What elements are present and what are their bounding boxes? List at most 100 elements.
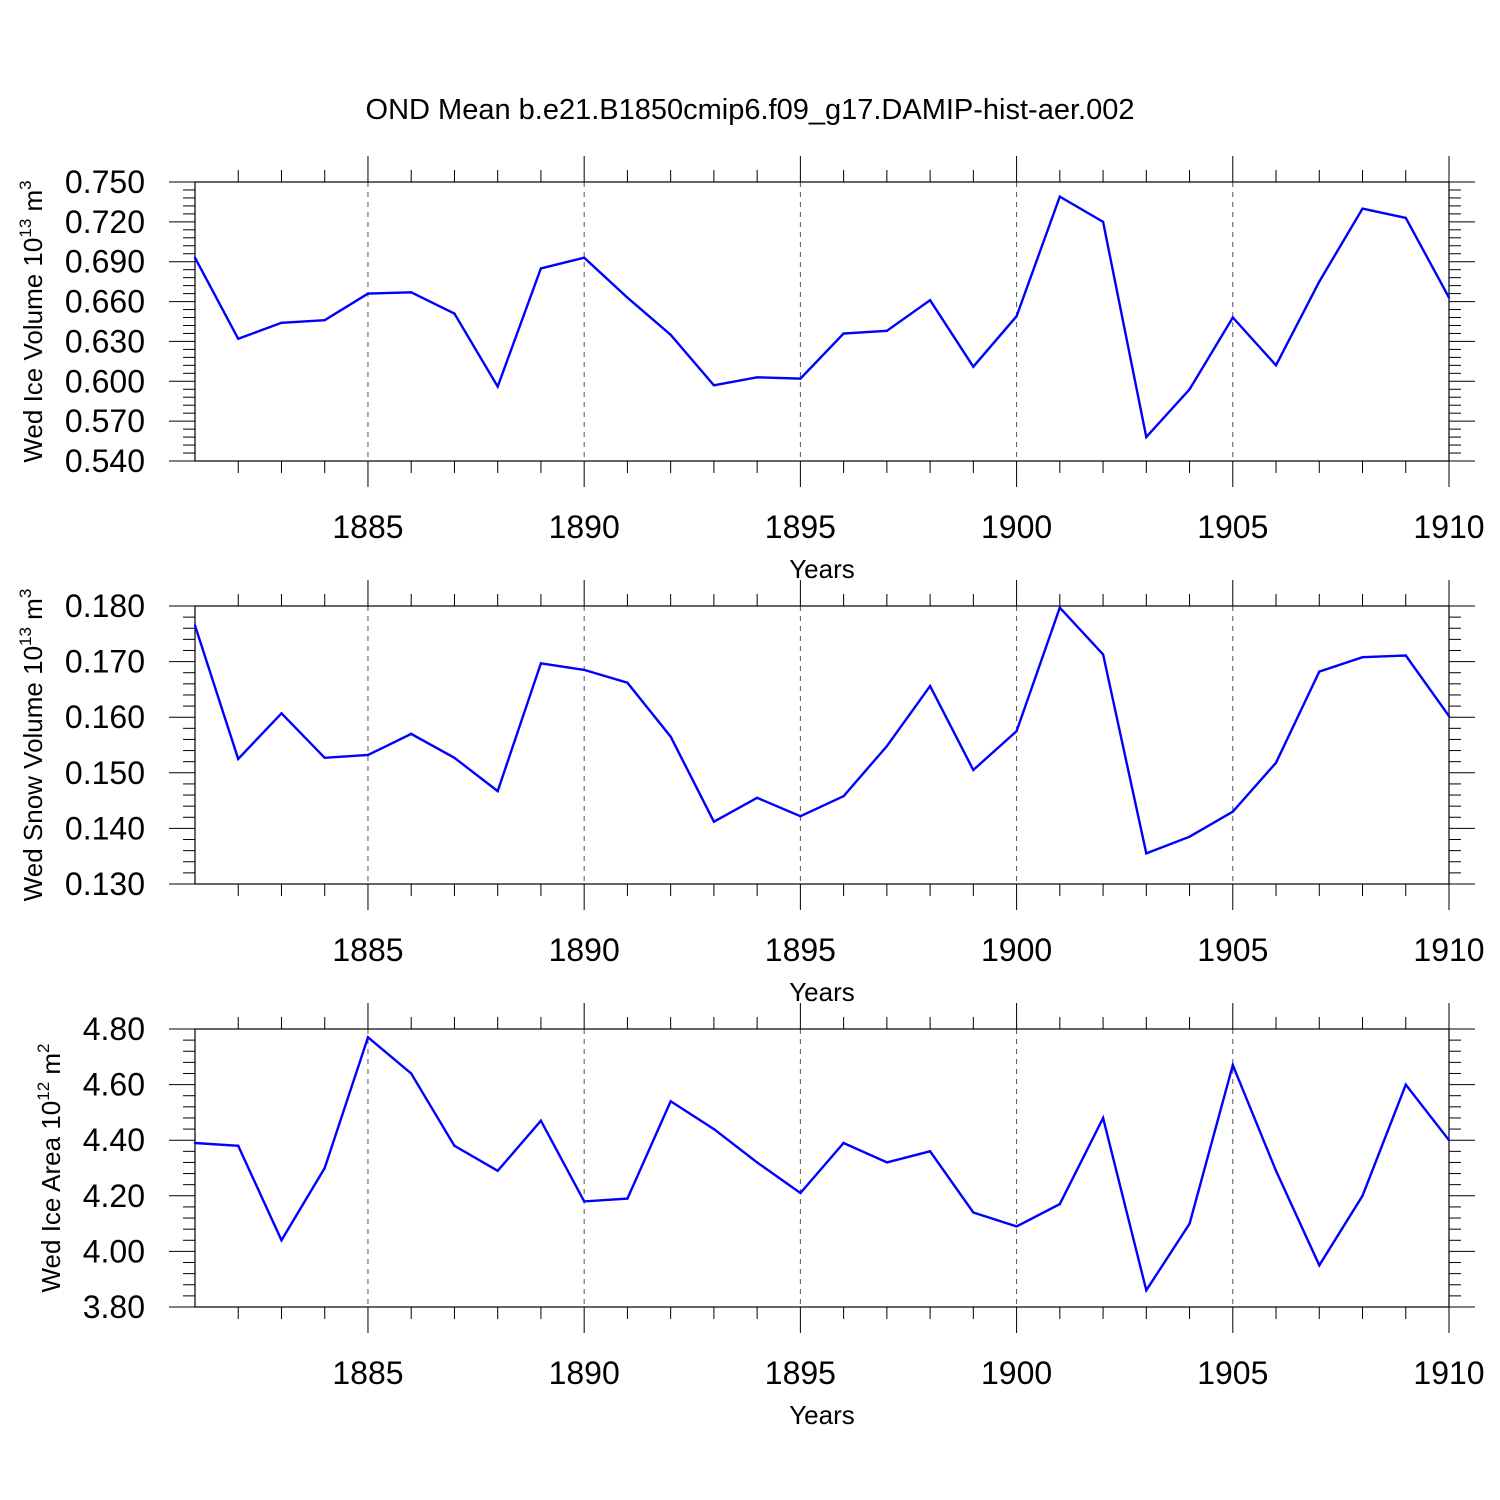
- data-point: [366, 1036, 370, 1039]
- y-tick-label: 0.150: [65, 755, 145, 791]
- data-point: [755, 376, 759, 379]
- y-tick-label: 4.40: [83, 1122, 145, 1158]
- data-point: [928, 299, 932, 302]
- data-point: [1231, 810, 1234, 813]
- data-point: [539, 662, 543, 665]
- data-point: [366, 753, 370, 757]
- y-tick-label: 0.180: [65, 588, 145, 624]
- data-point: [972, 1211, 975, 1214]
- x-tick-label: 1895: [765, 932, 836, 968]
- data-point: [1015, 729, 1018, 733]
- data-point: [1188, 1222, 1191, 1225]
- panel-2: 0.130 0.140 0.150 0.160 0.170 0.180 1885 1890 18…: [16, 580, 1485, 1007]
- data-point: [928, 684, 932, 688]
- data-point: [1274, 1169, 1278, 1172]
- data-point: [582, 1200, 586, 1203]
- data-point: [453, 1144, 456, 1147]
- y-tick-label: 0.720: [65, 204, 145, 240]
- data-point: [1058, 195, 1062, 198]
- x-tick-label: 1910: [1413, 932, 1484, 968]
- data-point: [626, 681, 629, 684]
- data-point: [582, 668, 586, 672]
- data-point: [410, 1072, 413, 1075]
- data-point: [842, 794, 845, 798]
- x-tick-label: 1905: [1197, 509, 1268, 545]
- data-point: [1447, 714, 1451, 718]
- data-point: [799, 377, 802, 380]
- x-tick-label: 1890: [549, 509, 620, 545]
- data-point: [539, 267, 543, 270]
- data-point: [1404, 654, 1407, 657]
- x-tick-label: 1910: [1413, 1355, 1484, 1391]
- series-line: [193, 194, 1451, 440]
- series-line: [194, 1035, 1450, 1294]
- data-point: [1145, 852, 1148, 855]
- panel-3: 3.80 4.00 4.20 4.40 4.60 4.80 1885 1890 1895 1900…: [34, 1003, 1485, 1430]
- data-point: [626, 1197, 629, 1200]
- data-point: [1188, 835, 1191, 838]
- data-point: [323, 756, 326, 759]
- y-tick-label: 0.630: [65, 323, 145, 359]
- data-point: [280, 321, 283, 325]
- x-tick-label: 1905: [1197, 1355, 1268, 1391]
- data-point: [1447, 296, 1451, 299]
- y-tick-label: 4.00: [83, 1233, 145, 1269]
- data-point: [799, 814, 802, 818]
- series-line: [193, 605, 1450, 856]
- data-point: [842, 332, 845, 335]
- data-point: [885, 744, 889, 748]
- data-point: [496, 789, 499, 793]
- data-point: [1361, 655, 1364, 659]
- y-tick-label: 0.600: [65, 363, 145, 399]
- data-point: [1274, 761, 1278, 764]
- data-point: [1015, 1225, 1018, 1228]
- plot-frame: [194, 181, 1450, 462]
- data-point: [885, 329, 889, 332]
- plot-frame: [194, 1028, 1450, 1308]
- data-point: [928, 1150, 932, 1153]
- x-axis-title: Years: [789, 554, 855, 584]
- figure-title: OND Mean b.e21.B1850cmip6.f09_g17.DAMIP-…: [366, 94, 1135, 126]
- data-point: [1058, 606, 1062, 609]
- x-tick-label: 1885: [332, 1355, 403, 1391]
- data-point: [799, 1191, 802, 1195]
- data-point: [280, 1239, 283, 1242]
- data-point: [1188, 388, 1191, 391]
- data-point: [842, 1141, 845, 1145]
- data-point: [1145, 1289, 1148, 1292]
- data-point: [1058, 1202, 1062, 1206]
- data-point: [712, 384, 716, 387]
- plot-frame: [194, 605, 1450, 885]
- y-tick-label: 4.80: [83, 1011, 145, 1047]
- data-point: [712, 820, 716, 823]
- data-point: [755, 1161, 759, 1164]
- y-tick-label: 0.160: [65, 699, 145, 735]
- data-point: [1318, 670, 1321, 673]
- y-tick-label: 0.570: [65, 403, 145, 439]
- y-axis-title: Wed Ice Volume 1013 m3: [16, 180, 48, 462]
- x-tick-label: 1910: [1413, 509, 1484, 545]
- x-tick-label: 1895: [765, 1355, 836, 1391]
- data-point: [539, 1119, 543, 1122]
- data-point: [712, 1127, 716, 1131]
- data-point: [1101, 1116, 1105, 1120]
- data-point: [410, 291, 413, 294]
- y-tick-label: 0.540: [65, 443, 145, 479]
- data-point: [496, 1169, 499, 1172]
- data-point: [1361, 207, 1364, 210]
- data-point: [323, 318, 326, 322]
- data-point: [1361, 1194, 1364, 1198]
- y-tick-label: 0.170: [65, 644, 145, 680]
- y-tick-label: 0.750: [65, 164, 145, 200]
- y-axis-title: Wed Ice Area 1012 m2: [34, 1043, 66, 1292]
- data-point: [280, 712, 283, 715]
- y-tick-label: 0.130: [65, 866, 145, 902]
- data-point: [453, 756, 456, 759]
- data-point: [237, 757, 240, 761]
- x-tick-label: 1890: [549, 932, 620, 968]
- x-tick-label: 1900: [981, 509, 1052, 545]
- y-tick-label: 0.140: [65, 810, 145, 846]
- data-point: [453, 312, 456, 315]
- x-axis-title: Years: [789, 1400, 855, 1430]
- data-point: [972, 365, 975, 368]
